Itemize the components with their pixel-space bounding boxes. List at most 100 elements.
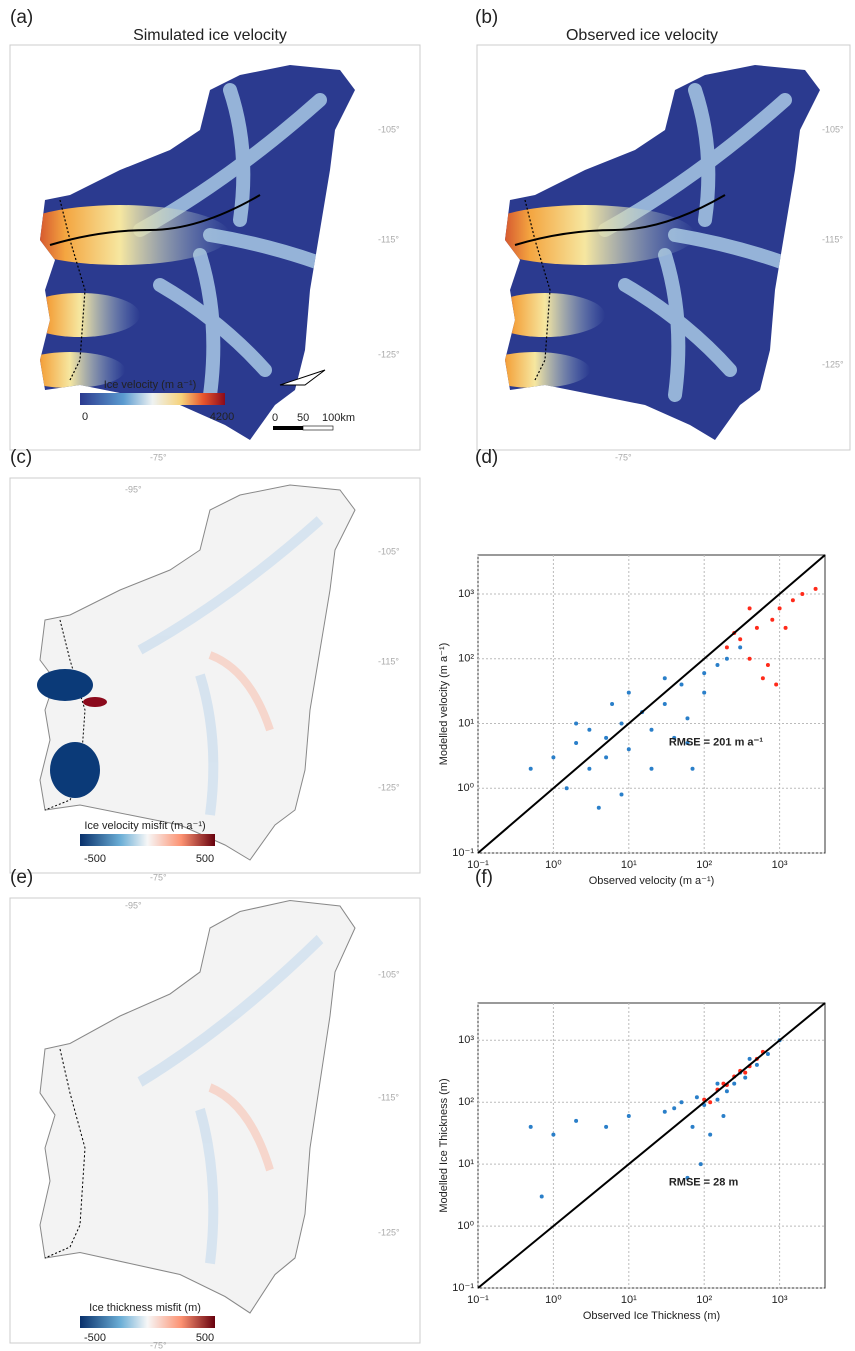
y-axis-label: Modelled velocity (m a⁻¹): [438, 643, 450, 766]
y-tick-label: 10¹: [458, 1158, 474, 1170]
point: [604, 1124, 609, 1129]
y-tick-label: 10¹: [458, 717, 474, 729]
point: [721, 1113, 726, 1118]
misfit-patches: [37, 669, 107, 798]
point: [626, 690, 631, 695]
point: [649, 727, 654, 732]
colorbar-tick: 4200: [210, 411, 234, 423]
colorbar-tick: -500: [84, 1332, 106, 1344]
point: [626, 1113, 631, 1118]
point: [743, 1070, 748, 1075]
lon-label: -75°: [150, 452, 167, 462]
point: [685, 1175, 690, 1180]
lon-label: -125°: [378, 349, 400, 359]
lon-label: -115°: [378, 234, 399, 244]
lon-label: -105°: [378, 969, 400, 979]
point: [564, 786, 569, 791]
lon-label: -75°: [150, 1340, 167, 1350]
y-tick-label: 10⁻¹: [452, 1282, 474, 1294]
point: [551, 755, 556, 760]
colorbar-tick: -500: [84, 853, 106, 865]
point: [732, 1081, 737, 1086]
point: [708, 1100, 713, 1105]
point: [698, 1162, 703, 1167]
y-tick-label: 10³: [458, 1034, 474, 1046]
x-tick-label: 10⁻¹: [467, 859, 489, 871]
x-tick-label: 10⁰: [545, 859, 562, 871]
north-arrow: [279, 369, 326, 386]
point: [715, 663, 720, 668]
lon-label: -125°: [378, 782, 400, 792]
point: [626, 747, 631, 752]
point: [662, 676, 667, 681]
point: [539, 1194, 544, 1199]
lon-label: -95°: [125, 484, 142, 494]
point: [724, 1089, 729, 1094]
panel-label: (b): [475, 7, 498, 28]
point: [715, 1081, 720, 1086]
panel-frame: [9, 477, 421, 874]
colorbar-tick: 500: [196, 1332, 214, 1344]
point: [662, 1109, 667, 1114]
one-to-one-line: [477, 554, 826, 854]
lon-label: -75°: [150, 872, 167, 882]
point: [813, 586, 818, 591]
x-tick-label: 10¹: [621, 1294, 637, 1306]
point: [528, 766, 533, 771]
lon-label: -105°: [378, 124, 400, 134]
point: [649, 766, 654, 771]
panel-label: (d): [475, 447, 498, 468]
scale-label: 0: [272, 412, 278, 424]
point: [738, 637, 743, 642]
point: [587, 766, 592, 771]
y-tick-label: 10⁻¹: [452, 847, 474, 859]
point: [596, 805, 601, 810]
point: [551, 1132, 556, 1137]
colorbar-tick: 0: [82, 411, 88, 423]
point: [528, 1124, 533, 1129]
y-tick-label: 10²: [458, 653, 474, 665]
colorbar: [80, 834, 215, 846]
point: [783, 625, 788, 630]
y-axis-label: Modelled Ice Thickness (m): [438, 1078, 450, 1212]
misfit-map: [40, 485, 355, 860]
panel-frame: [9, 897, 421, 1344]
x-tick-label: 10³: [772, 1294, 788, 1306]
lon-label: -95°: [125, 900, 142, 910]
panel-frame: [9, 44, 421, 451]
lon-label: -115°: [822, 234, 843, 244]
annotation: RMSE = 201 m a⁻¹: [669, 737, 763, 749]
point: [694, 1095, 699, 1100]
x-axis-label: Observed velocity (m a⁻¹): [589, 875, 715, 887]
point: [685, 716, 690, 721]
lon-label: -105°: [822, 124, 844, 134]
point: [708, 1132, 713, 1137]
panel-frame: [476, 44, 851, 451]
one-to-one-line: [477, 1002, 826, 1289]
lon-label: -115°: [378, 1092, 399, 1102]
colorbar-tick: 500: [196, 853, 214, 865]
point: [672, 735, 677, 740]
point: [574, 1118, 579, 1123]
x-tick-label: 10³: [772, 859, 788, 871]
point: [604, 735, 609, 740]
point: [619, 792, 624, 797]
point: [702, 690, 707, 695]
y-tick-label: 10²: [458, 1096, 474, 1108]
colorbar-title: Ice thickness misfit (m): [89, 1302, 201, 1314]
lon-label: -105°: [378, 546, 400, 556]
point: [765, 663, 770, 668]
y-tick-label: 10⁰: [457, 1220, 474, 1232]
point: [679, 682, 684, 687]
colorbar: [80, 1316, 215, 1328]
x-tick-label: 10¹: [621, 859, 637, 871]
lon-label: -115°: [378, 656, 399, 666]
colorbar-title: Ice velocity (m a⁻¹): [104, 379, 197, 391]
point: [679, 1100, 684, 1105]
annotation: RMSE = 28 m: [669, 1176, 739, 1188]
panel-label: (c): [10, 447, 32, 468]
colorbar-title: Ice velocity misfit (m a⁻¹): [84, 820, 205, 832]
point: [747, 656, 752, 661]
panel-label: (e): [10, 867, 33, 888]
